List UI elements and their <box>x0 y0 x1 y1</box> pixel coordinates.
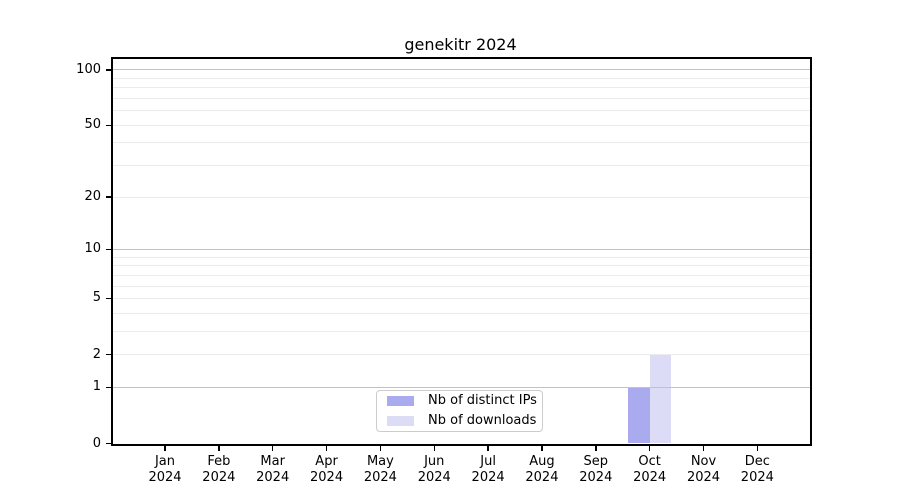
x-tick-label-year: 2024 <box>740 469 774 485</box>
gridline-minor <box>113 165 810 167</box>
x-tick-label-year: 2024 <box>579 469 613 485</box>
gridline-minor <box>113 142 810 144</box>
gridline-major <box>113 69 810 71</box>
x-tick-label: Jan 2024 <box>133 454 197 486</box>
x-tick-label-month: Jan <box>154 453 176 469</box>
bar <box>628 387 650 444</box>
x-tick-mark <box>487 445 489 451</box>
x-tick-label-year: 2024 <box>686 469 721 485</box>
x-tick-mark <box>756 445 759 451</box>
x-tick-label-month: Sep <box>583 453 609 469</box>
x-tick-label-year: 2024 <box>202 469 236 485</box>
x-tick-label: May 2024 <box>348 454 412 486</box>
x-tick-mark <box>379 445 382 451</box>
y-tick-label: 50 <box>84 117 101 133</box>
x-tick-label-month: Apr <box>315 453 338 469</box>
gridline-minor <box>113 265 810 267</box>
x-tick-mark <box>325 445 328 451</box>
x-tick-label-month: May <box>366 453 394 469</box>
y-tick-mark <box>106 248 111 251</box>
x-tick-label-month: Feb <box>207 453 231 469</box>
x-tick-mark <box>648 445 651 451</box>
x-tick-label: Dec 2024 <box>725 454 789 486</box>
x-tick-label: Jun 2024 <box>402 454 466 486</box>
x-tick-mark <box>595 445 597 451</box>
gridline-minor <box>113 285 810 287</box>
x-tick-label-year: 2024 <box>525 469 559 485</box>
x-tick-label: Jul 2024 <box>456 454 520 486</box>
x-tick-label-month: Aug <box>529 453 555 469</box>
gridline-major <box>113 248 810 250</box>
y-tick-label: 100 <box>76 61 101 77</box>
x-tick-mark <box>702 445 705 451</box>
gridline-minor <box>113 256 810 258</box>
y-tick-mark <box>106 124 111 127</box>
y-tick-label: 0 <box>92 435 101 451</box>
gridline-minor <box>113 312 810 314</box>
x-tick-mark <box>164 445 166 451</box>
x-tick-label: Oct 2024 <box>618 454 682 486</box>
y-tick-mark <box>106 386 111 389</box>
chart-title: genekitr 2024 <box>404 35 517 54</box>
x-tick-label-month: Oct <box>638 453 661 469</box>
y-tick-mark <box>106 196 111 198</box>
gridline-major <box>113 386 810 388</box>
gridline-minor <box>113 124 810 126</box>
y-tick-label: 1 <box>92 379 101 395</box>
gridline-minor <box>113 330 810 332</box>
y-tick-mark <box>106 442 111 445</box>
plot-area: 0 1 2 5 10 20 50 100 Jan 2024 Feb 2024 Mar 2024 Apr 202… <box>76 57 812 485</box>
x-tick-label-month: Dec <box>744 453 770 469</box>
x-tick-label: Nov 2024 <box>672 454 736 486</box>
x-tick-mark <box>271 445 274 451</box>
x-tick-label-year: 2024 <box>363 469 397 485</box>
x-tick-label-month: Nov <box>690 453 717 469</box>
y-tick-label: 5 <box>92 290 101 306</box>
gridline-minor <box>113 274 810 276</box>
x-tick-label-year: 2024 <box>417 469 451 485</box>
y-tick-label: 2 <box>92 346 101 362</box>
gridline-minor <box>113 354 810 356</box>
gridline-minor <box>113 98 810 100</box>
gridline-minor <box>113 87 810 89</box>
gridline-minor <box>113 77 810 79</box>
x-tick-label-year: 2024 <box>148 469 182 485</box>
x-tick-label-month: Mar <box>260 453 285 469</box>
x-tick-mark <box>541 445 543 451</box>
y-tick-mark <box>106 69 111 71</box>
x-tick-mark <box>433 445 435 451</box>
x-tick-label-year: 2024 <box>633 469 667 485</box>
gridline-minor <box>113 110 810 112</box>
gridline-minor <box>113 297 810 299</box>
bar <box>649 354 672 444</box>
x-tick-label: Sep 2024 <box>564 454 628 486</box>
x-tick-label-year: 2024 <box>310 469 344 485</box>
x-tick-label-month: Jun <box>424 453 445 469</box>
x-tick-label: Feb 2024 <box>187 454 251 486</box>
x-tick-mark <box>218 445 220 451</box>
y-tick-label: 20 <box>84 189 101 205</box>
x-tick-label-year: 2024 <box>256 469 290 485</box>
x-tick-label: Mar 2024 <box>241 454 305 486</box>
x-tick-label: Apr 2024 <box>295 454 359 486</box>
y-tick-label: 10 <box>84 241 101 257</box>
y-tick-mark <box>106 297 111 300</box>
y-tick-mark <box>106 353 111 356</box>
x-tick-label: Aug 2024 <box>510 454 574 486</box>
x-tick-label-month: Jul <box>480 453 496 469</box>
x-tick-label-year: 2024 <box>471 469 505 485</box>
gridline-minor <box>113 196 810 198</box>
